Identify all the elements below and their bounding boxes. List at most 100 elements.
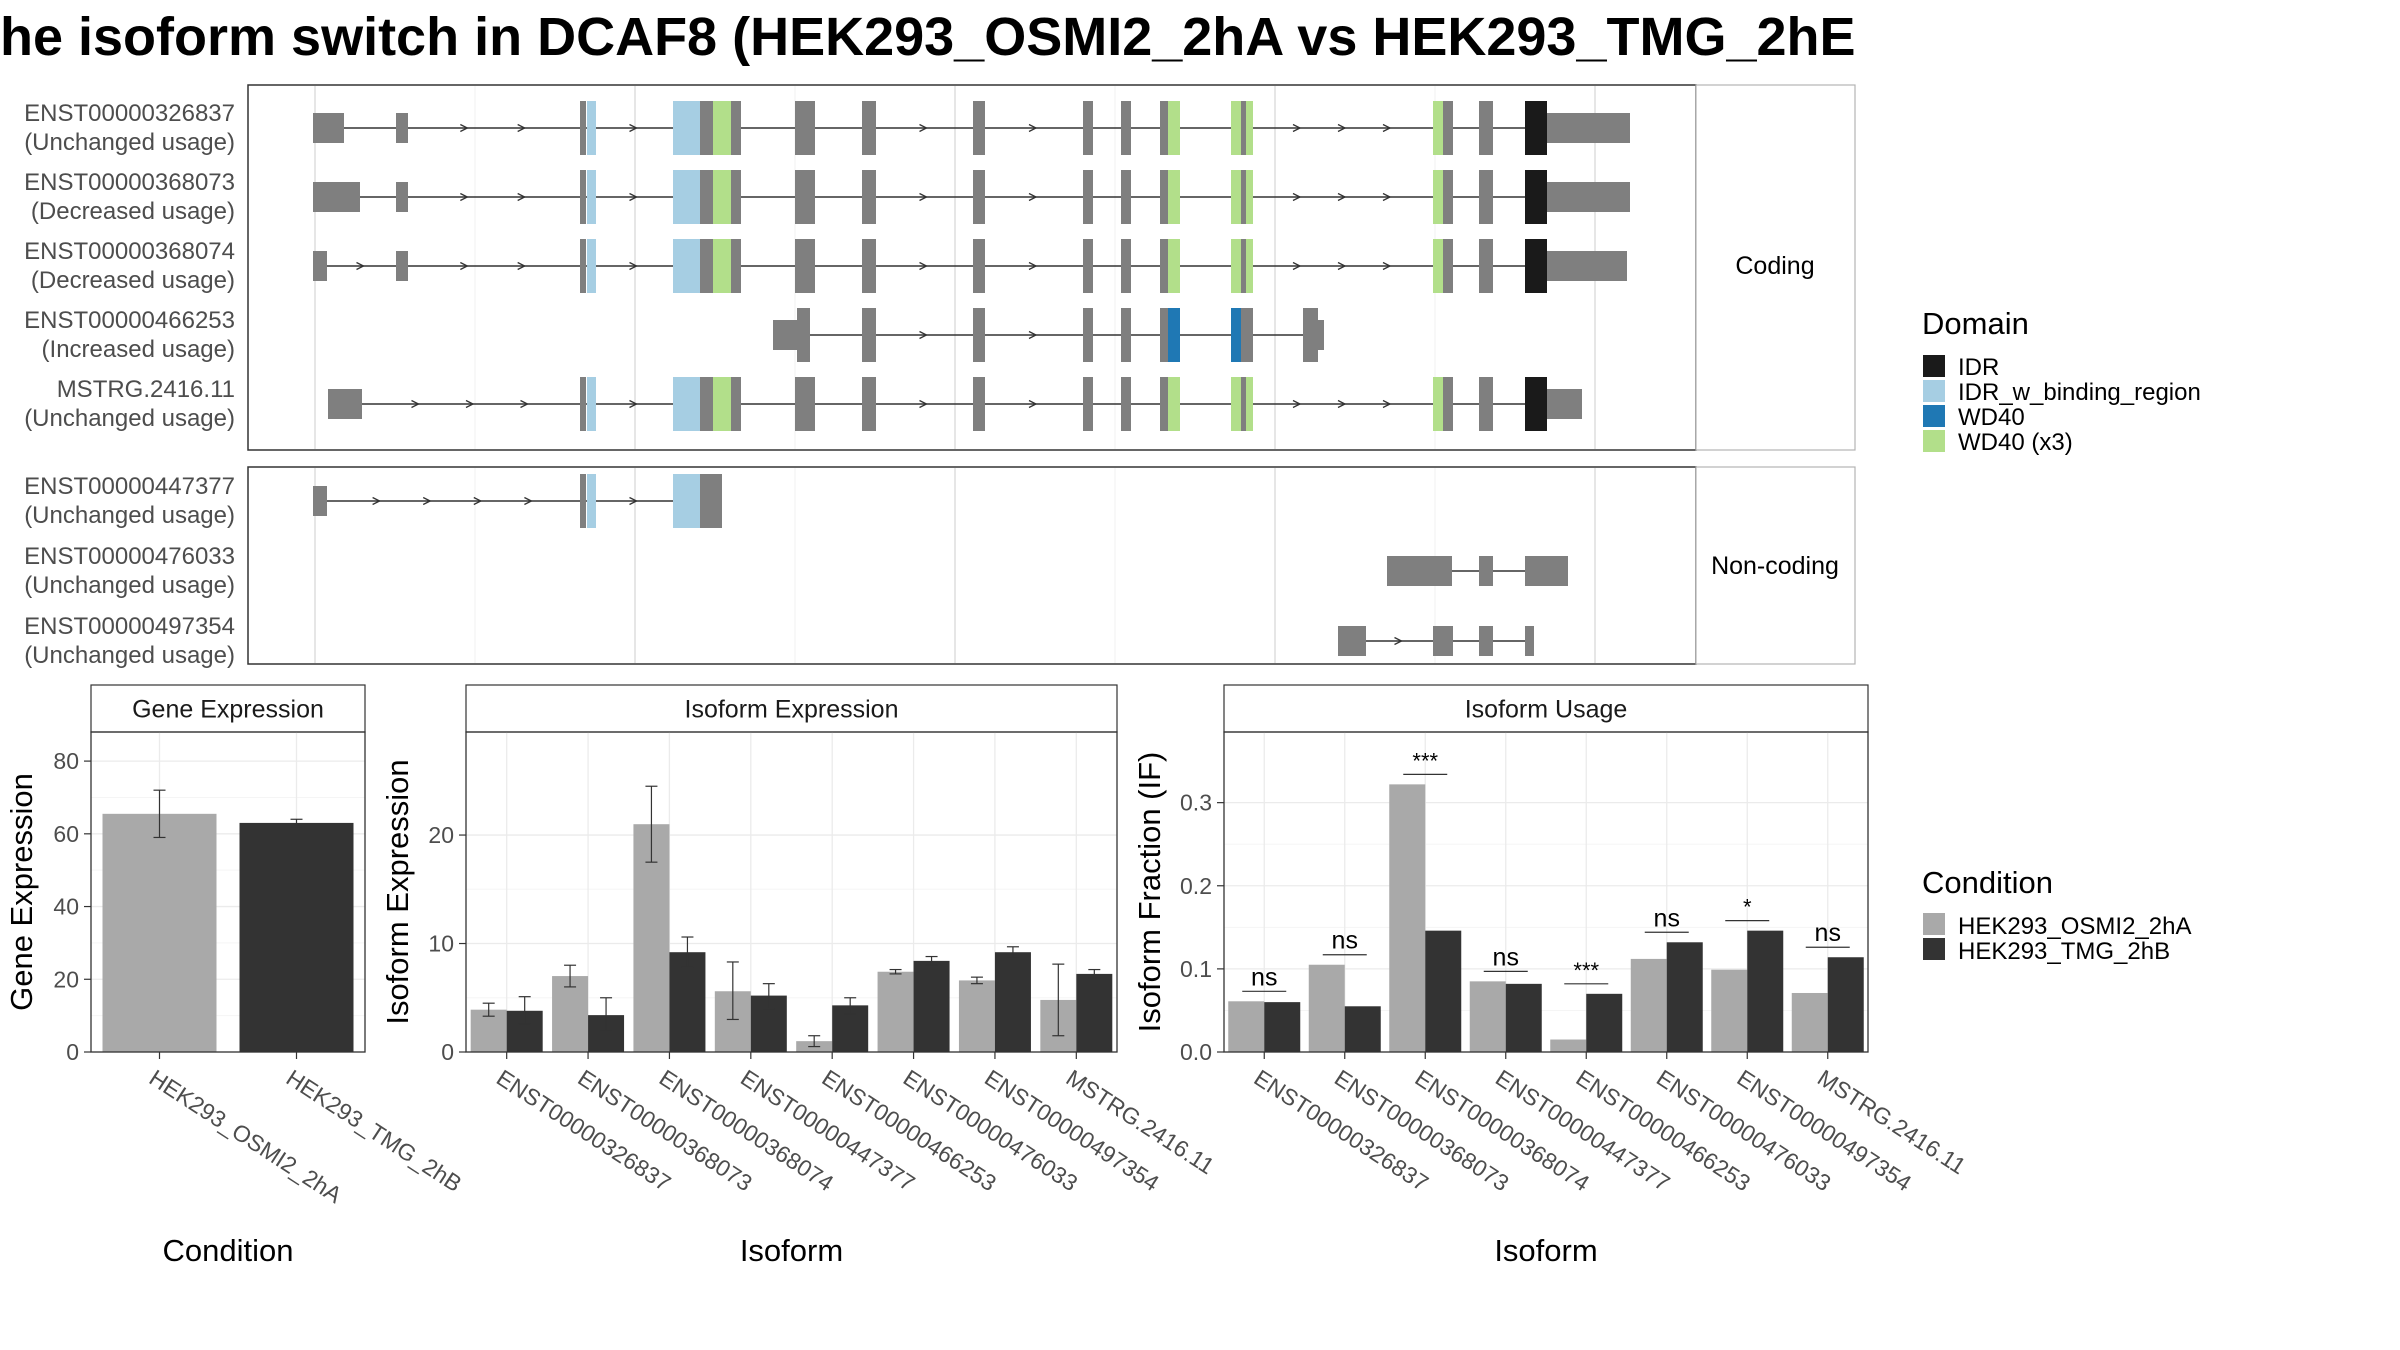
transcript-track-ENST00000326837 — [313, 101, 1630, 155]
transcript-id: ENST00000466253 — [24, 307, 235, 334]
noncoding-panel — [247, 466, 1697, 665]
intron-arrow — [919, 261, 928, 271]
y-axis-title: Isoform Expression — [380, 759, 415, 1024]
transcript-status: (Unchanged usage) — [24, 642, 235, 669]
transcript-label-ENST00000368073: ENST00000368073 (Decreased usage) — [24, 169, 235, 225]
coding-exon — [973, 239, 985, 293]
intron-arrow — [517, 261, 527, 271]
utr-exon — [1479, 556, 1493, 586]
intron-arrow — [460, 123, 469, 133]
transcript-id: ENST00000326837 — [24, 100, 235, 127]
coding-exon — [731, 377, 741, 431]
coding-exon — [862, 377, 876, 431]
coding-exon — [1121, 239, 1131, 293]
coding-exon — [1479, 239, 1493, 293]
domain-block — [587, 239, 596, 293]
transcript-id: ENST00000447377 — [24, 473, 235, 500]
intron-arrow — [372, 496, 382, 506]
bar-HEK293_OSMI2_2hA — [102, 813, 217, 1052]
transcript-label-ENST00000476033: ENST00000476033 (Unchanged usage) — [24, 543, 235, 599]
coding-tracks — [313, 101, 1630, 431]
coding-exon — [1121, 377, 1131, 431]
transcript-id: ENST00000368073 — [24, 169, 235, 196]
gene-expression-chart: Gene Expression020406080HEK293_OSMI2_2hA… — [4, 684, 466, 1268]
noncoding-strip-box — [1695, 466, 1856, 665]
coding-exon — [1083, 308, 1093, 362]
coding-exon — [1083, 377, 1093, 431]
chart-strip-box — [1223, 684, 1869, 733]
domain-block — [673, 377, 700, 431]
domain-key-idr-binding — [1923, 380, 1945, 402]
coding-exon — [1479, 101, 1493, 155]
condition-legend: Condition HEK293_OSMI2_2hA HEK293_TMG_2h… — [1922, 865, 2191, 965]
intron-arrow — [517, 192, 527, 202]
domain-block — [1168, 377, 1180, 431]
transcript-id: ENST00000368074 — [24, 238, 235, 265]
domain-label-wd40x3: WD40 (x3) — [1958, 429, 2073, 456]
domain-label-wd40: WD40 — [1958, 404, 2025, 431]
intron-arrow — [1337, 399, 1347, 409]
noncoding-grid — [314, 468, 1596, 663]
coding-exon — [1121, 170, 1131, 224]
utr-exon — [773, 320, 797, 350]
intron-arrow — [473, 496, 483, 506]
y-tick-label: 20 — [53, 966, 79, 992]
domain-block — [1231, 377, 1241, 431]
utr-exon — [1387, 556, 1452, 586]
utr-exon — [1479, 626, 1493, 656]
intron-arrow — [629, 261, 638, 271]
bar-MSTRG.2416.11-HEK293_TMG_2hB — [1827, 957, 1864, 1052]
domain-block — [673, 101, 700, 155]
domain-block — [1231, 101, 1241, 155]
domain-block — [1168, 239, 1180, 293]
bar-ENST00000447377-HEK293_OSMI2_2hA — [1469, 981, 1506, 1052]
intron-arrow — [629, 496, 638, 506]
transcript-label-ENST00000466253: ENST00000466253 (Increased usage) — [24, 307, 235, 363]
intron-arrow — [1292, 261, 1302, 271]
intron-arrow — [520, 399, 529, 409]
coding-exon — [580, 239, 586, 293]
significance-label: ns — [1251, 963, 1277, 991]
condition-legend-title: Condition — [1922, 865, 2053, 900]
domain-block — [587, 170, 596, 224]
intron-arrow — [1382, 399, 1392, 409]
transcript-track-MSTRG.2416.11 — [328, 377, 1582, 431]
x-axis-title: Isoform — [1494, 1233, 1597, 1268]
intron-arrow — [919, 123, 928, 133]
intron-arrow — [1337, 123, 1347, 133]
bar-ENST00000368073-HEK293_OSMI2_2hA — [1308, 964, 1345, 1052]
chart-panel-border — [465, 731, 1118, 1053]
transcript-status: (Unchanged usage) — [24, 405, 235, 432]
intron-arrow — [1382, 261, 1392, 271]
transcript-status: (Decreased usage) — [31, 267, 235, 294]
domain-key-wd40 — [1923, 405, 1945, 427]
transcript-label-ENST00000368074: ENST00000368074 (Decreased usage) — [24, 238, 235, 294]
intron-arrow — [919, 399, 928, 409]
transcript-label-MSTRG.2416.11: MSTRG.2416.11 (Unchanged usage) — [24, 376, 235, 432]
intron-arrow — [411, 399, 420, 409]
coding-strip-label: Coding — [1735, 252, 1814, 280]
bar-MSTRG.2416.11-HEK293_OSMI2_2hA — [1791, 992, 1828, 1052]
domain-block — [1525, 170, 1547, 224]
bar-ENST00000368074-HEK293_TMG_2hB — [1425, 930, 1462, 1052]
significance-label: ns — [1332, 927, 1358, 955]
bar-MSTRG.2416.11-HEK293_TMG_2hB — [1076, 973, 1113, 1052]
bar-ENST00000368074-HEK293_OSMI2_2hA — [1389, 784, 1426, 1052]
bar-ENST00000466253-HEK293_TMG_2hB — [1586, 993, 1623, 1052]
domain-block — [713, 170, 731, 224]
intron-arrow — [1382, 123, 1392, 133]
coding-exon — [795, 170, 815, 224]
domain-block — [1433, 377, 1443, 431]
domain-block — [1433, 101, 1443, 155]
y-tick-label: 20 — [428, 822, 454, 848]
significance-label: ns — [1654, 904, 1680, 932]
noncoding-tracks — [313, 474, 1568, 656]
coding-exon — [1479, 377, 1493, 431]
domain-block — [1246, 170, 1253, 224]
y-tick-label: 0.1 — [1180, 956, 1212, 982]
intron-arrow — [1028, 399, 1038, 409]
coding-exon — [795, 101, 815, 155]
transcript-status: (Decreased usage) — [31, 198, 235, 225]
bar-HEK293_TMG_2hB — [239, 822, 354, 1052]
intron-arrow — [1028, 261, 1038, 271]
